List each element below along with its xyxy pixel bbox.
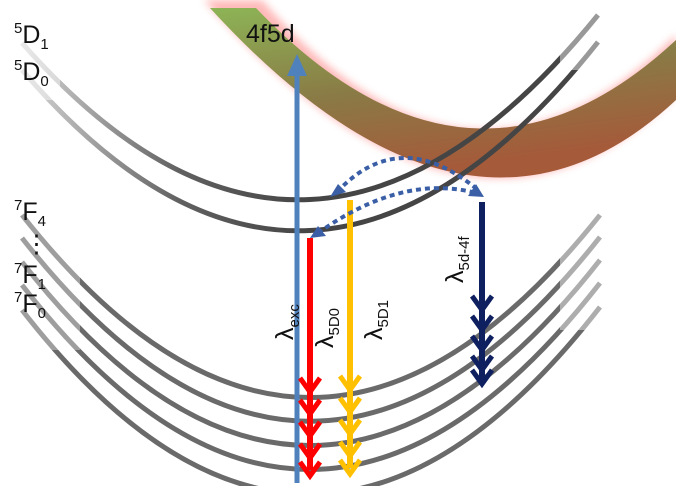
label-5d0: 5D0 — [14, 57, 49, 90]
excitation-arrow — [287, 54, 307, 483]
label-lambda-5d0: λ5D0 — [311, 308, 343, 348]
7f0-curve — [20, 305, 602, 486]
label-lambda-5d-4f: λ5d-4f — [441, 235, 473, 283]
transfer-arrowhead-left-upper — [330, 184, 346, 197]
label-lambda-5d1: λ5D1 — [360, 300, 392, 340]
label-4f5d-band: 4f5d — [246, 20, 295, 48]
5d1-curve — [20, 13, 600, 203]
label-7f4: 7F4 — [14, 197, 46, 230]
label-7f0: 7F0 — [14, 289, 46, 322]
label-7f-ellipsis: ⋮ — [24, 230, 49, 258]
transfer-arrowhead-right — [468, 184, 484, 197]
label-lambda-exc: λexc — [271, 304, 303, 340]
4f5d-band — [204, 0, 676, 179]
transfer-arc-upper — [335, 156, 480, 194]
energy-transfer-arrows — [316, 156, 480, 235]
transfer-arc-lower — [316, 186, 473, 235]
5d4f-emission-arrows — [469, 202, 495, 389]
5d0-curve — [20, 40, 600, 234]
label-7f1: 7F1 — [14, 260, 46, 293]
5d-curves — [20, 13, 600, 234]
label-5d1: 5D1 — [14, 20, 49, 53]
5d0-emission-arrows — [297, 238, 323, 481]
5d1-emission-arrows — [337, 200, 363, 479]
transfer-arrowhead-left-lower — [310, 226, 326, 238]
